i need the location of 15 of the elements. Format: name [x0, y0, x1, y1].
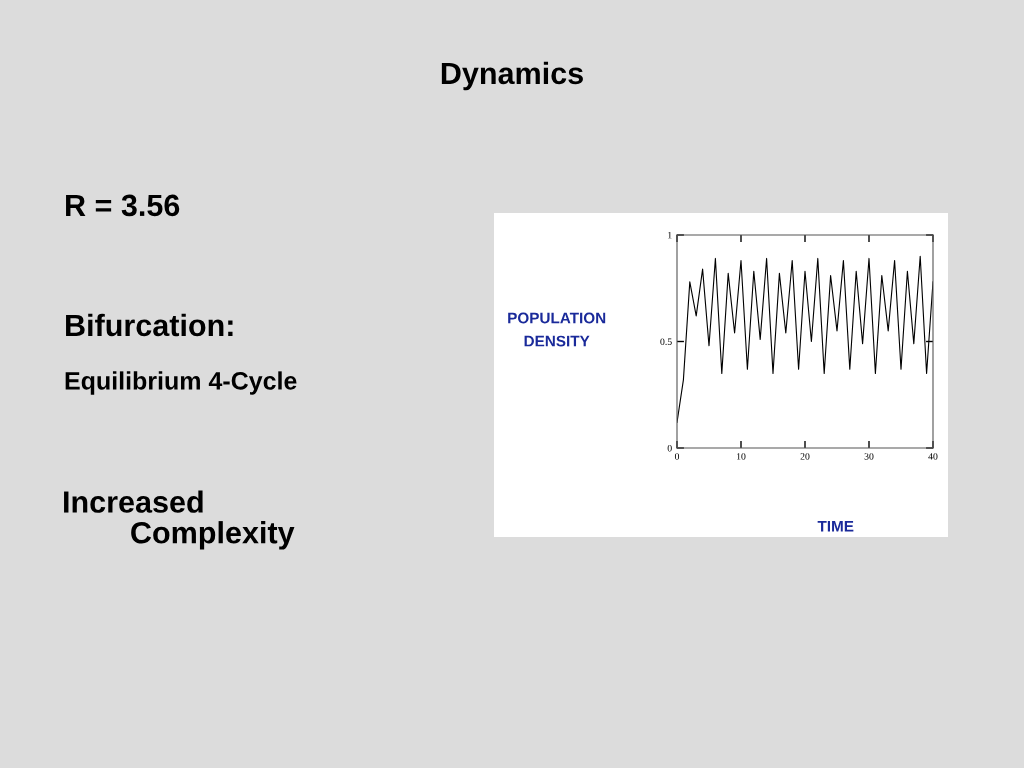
x-tick-label: 0 [674, 453, 680, 460]
chart-title: Dynamics [441, 61, 583, 91]
x-tick-label: 20 [800, 453, 810, 460]
y-tick-label: 0 [667, 444, 672, 452]
x-tick-label: 10 [736, 453, 746, 460]
text: Increased Complexity [64, 490, 295, 550]
y-axis-title: POPULATION DENSITY [508, 312, 606, 347]
x-axis-title: TIME [817, 520, 854, 532]
x-tick-label: 40 [928, 453, 938, 460]
x-tick-label: 30 [864, 453, 874, 460]
y-tick-label: 0.5 [660, 338, 672, 346]
y-tick-label: 1 [668, 231, 672, 239]
text: Bifurcation: [66, 313, 233, 337]
text: R = 3.56 [66, 194, 180, 217]
text: Equilibrium 4-Cycle [65, 371, 297, 395]
